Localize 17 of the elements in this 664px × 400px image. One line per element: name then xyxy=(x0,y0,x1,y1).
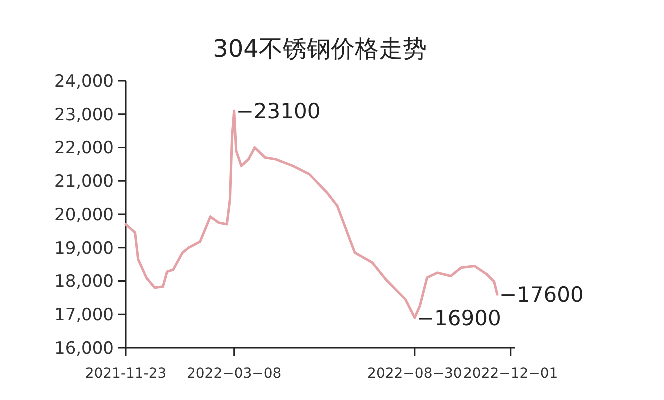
y-tick-label: 18,000 xyxy=(54,272,114,292)
x-tick-label: 2022−03−08 xyxy=(186,366,282,382)
annotation: −17600 xyxy=(499,282,584,307)
x-tick-label: 2021-11-23 xyxy=(85,366,167,382)
x-tick-label: 2022−08−30 xyxy=(368,366,462,382)
y-tick-label: 16,000 xyxy=(54,338,114,359)
y-tick-label: 21,000 xyxy=(54,172,114,192)
y-tick-label: 17,000 xyxy=(54,306,114,326)
y-tick-label: 22,000 xyxy=(54,138,114,159)
y-tick-label: 20,000 xyxy=(54,205,114,226)
y-tick-label: 24,000 xyxy=(54,72,114,92)
y-tick-label: 23,000 xyxy=(54,105,114,126)
y-tick-label: 19,000 xyxy=(54,238,114,259)
x-tick-label: 2022−12−01 xyxy=(464,366,558,382)
chart-title: 304不锈钢价格走势 xyxy=(213,35,427,63)
annotation: −23100 xyxy=(236,99,321,124)
annotation: −16900 xyxy=(416,306,502,330)
